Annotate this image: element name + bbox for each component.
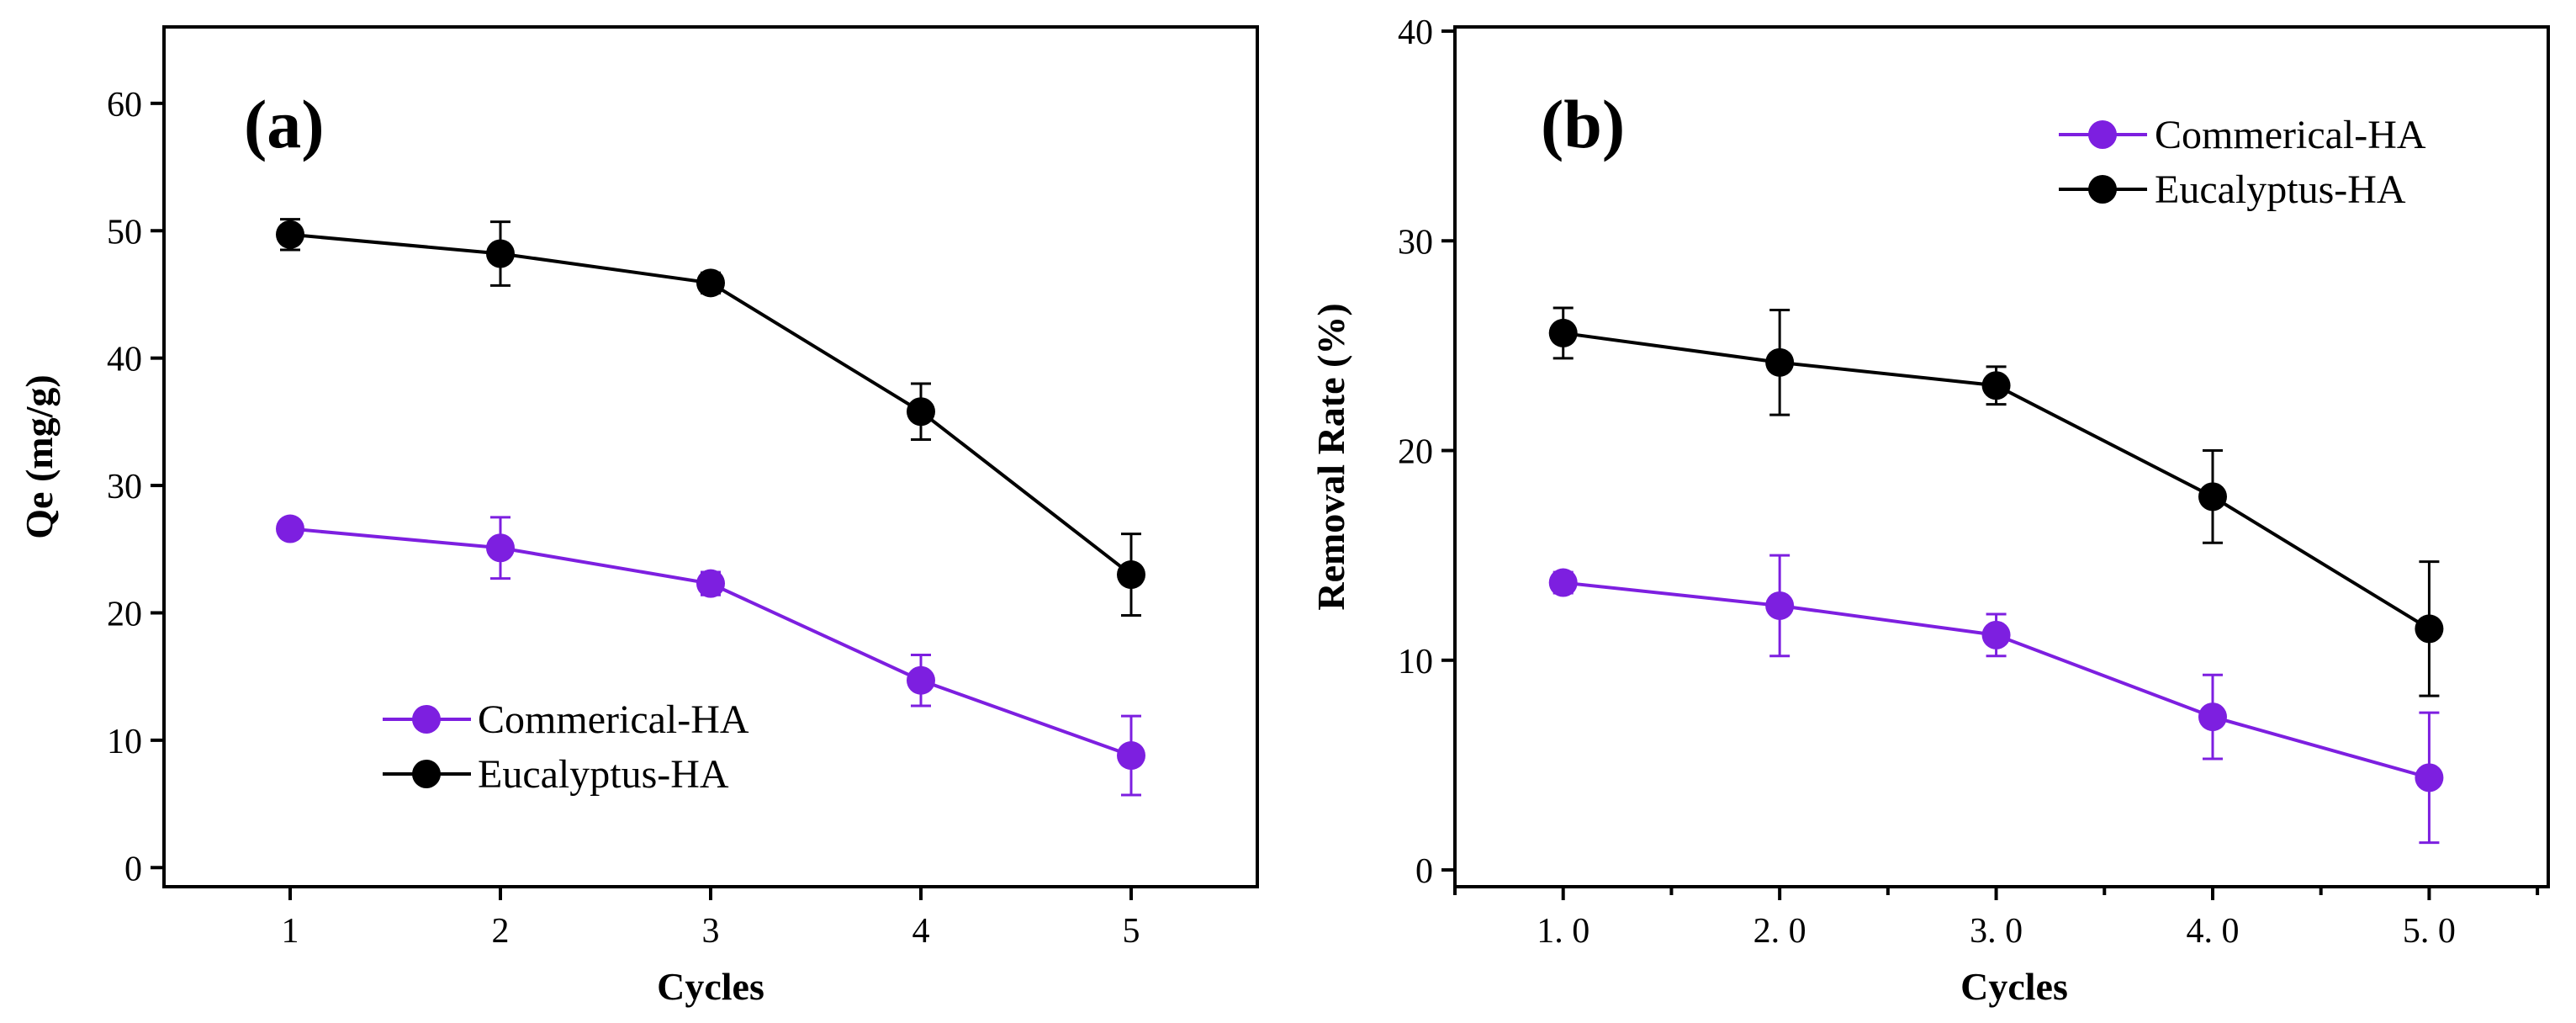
legend-marker-commerical-ha xyxy=(2088,120,2117,149)
legend-label-eucalyptus-ha: Eucalyptus-HA xyxy=(2155,167,2406,212)
data-point-eucalyptus-ha xyxy=(276,220,304,249)
y-tick-label: 20 xyxy=(107,595,142,633)
panel-a-label: (a) xyxy=(244,86,325,162)
data-point-commerical-ha xyxy=(2415,763,2444,792)
y-tick-label: 40 xyxy=(107,341,142,379)
legend-marker-commerical-ha xyxy=(412,705,441,734)
panel-a-legend: Commerical-HA Eucalyptus-HA xyxy=(383,697,749,797)
y-tick-label: 0 xyxy=(1415,852,1433,891)
panel-b-y-axis-title: Removal Rate (%) xyxy=(1309,303,1352,610)
data-point-commerical-ha xyxy=(696,569,725,598)
x-tick-label: 4. 0 xyxy=(2186,912,2239,951)
data-point-commerical-ha xyxy=(1117,741,1145,771)
data-point-commerical-ha xyxy=(1548,568,1578,597)
legend-entry-eucalyptus-ha: Eucalyptus-HA xyxy=(2059,167,2406,212)
legend-marker-eucalyptus-ha xyxy=(2088,175,2117,204)
panel-b-frame xyxy=(1453,25,2550,888)
x-tick-label: 1 xyxy=(282,912,299,951)
data-point-eucalyptus-ha xyxy=(1765,347,1795,377)
data-point-commerical-ha xyxy=(486,533,515,563)
panel-b-plot-area: 0 10 20 30 40 1. 0 2. 0 3. 0 4. 0 5. 0 xyxy=(1398,13,2540,951)
panel-b-label: (b) xyxy=(1541,86,1625,162)
legend-label-commerical-ha: Commerical-HA xyxy=(2155,113,2426,157)
data-point-eucalyptus-ha xyxy=(1981,371,2011,400)
y-tick-label: 30 xyxy=(107,468,142,506)
x-tick-label: 3 xyxy=(702,912,720,951)
data-point-eucalyptus-ha xyxy=(2198,482,2227,512)
y-tick-label: 10 xyxy=(1398,643,1433,681)
y-tick-label: 50 xyxy=(107,213,142,252)
data-point-commerical-ha xyxy=(1981,620,2011,649)
panel-b: (b) Cycles Removal Rate (%) 0 10 20 30 40 1. … xyxy=(1309,13,2550,1008)
legend-marker-eucalyptus-ha xyxy=(412,760,441,788)
panel-a-x-axis-title: Cycles xyxy=(657,965,764,1008)
legend-entry-commerical-ha: Commerical-HA xyxy=(383,697,749,742)
legend-label-commerical-ha: Commerical-HA xyxy=(478,697,749,742)
x-tick-label: 5 xyxy=(1123,912,1140,951)
x-tick-label: 3. 0 xyxy=(1970,912,2023,951)
data-point-eucalyptus-ha xyxy=(1548,318,1578,347)
data-point-eucalyptus-ha xyxy=(486,239,515,268)
data-point-eucalyptus-ha xyxy=(2415,614,2444,644)
y-tick-label: 30 xyxy=(1398,223,1433,262)
x-tick-label: 5. 0 xyxy=(2403,912,2456,951)
y-tick-label: 0 xyxy=(124,850,142,888)
x-tick-label: 2 xyxy=(492,912,510,951)
panel-a-y-axis-title: Qe (mg/g) xyxy=(18,374,61,538)
data-point-commerical-ha xyxy=(1765,591,1795,620)
legend-entry-eucalyptus-ha: Eucalyptus-HA xyxy=(383,752,729,797)
data-point-eucalyptus-ha xyxy=(907,397,935,427)
y-tick-label: 10 xyxy=(107,723,142,761)
x-tick-label: 2. 0 xyxy=(1753,912,1806,951)
legend-label-eucalyptus-ha: Eucalyptus-HA xyxy=(478,752,729,797)
data-point-eucalyptus-ha xyxy=(1117,560,1145,590)
x-tick-label: 4 xyxy=(912,912,930,951)
x-tick-label: 1. 0 xyxy=(1537,912,1590,951)
y-tick-label: 20 xyxy=(1398,433,1433,472)
panel-b-x-axis-title: Cycles xyxy=(1960,965,2068,1008)
data-point-eucalyptus-ha xyxy=(696,268,725,298)
series-line-commerical-ha xyxy=(1563,580,2430,780)
y-tick-label: 40 xyxy=(1398,13,1433,52)
y-tick-label: 60 xyxy=(107,86,142,125)
panel-b-legend: Commerical-HA Eucalyptus-HA xyxy=(2059,113,2426,212)
legend-entry-commerical-ha: Commerical-HA xyxy=(2059,113,2426,157)
data-point-commerical-ha xyxy=(907,665,935,695)
data-point-commerical-ha xyxy=(276,514,304,543)
panel-a-plot-area: 0 10 20 30 40 50 60 1 2 3 4 5 xyxy=(107,86,1145,951)
data-point-commerical-ha xyxy=(2198,702,2227,732)
